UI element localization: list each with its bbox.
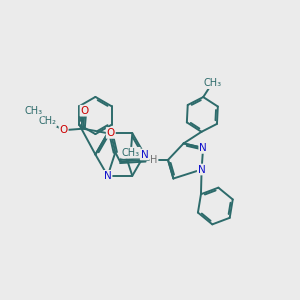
Text: H: H bbox=[150, 155, 158, 165]
Text: N: N bbox=[199, 143, 207, 153]
Text: O: O bbox=[59, 125, 68, 135]
Text: N: N bbox=[141, 149, 148, 160]
Text: CH₂: CH₂ bbox=[38, 116, 56, 126]
Text: O: O bbox=[80, 106, 89, 116]
Text: N: N bbox=[198, 164, 206, 175]
Text: CH₃: CH₃ bbox=[203, 78, 221, 88]
Text: S: S bbox=[122, 147, 128, 158]
Text: O: O bbox=[107, 128, 115, 138]
Text: CH₃: CH₃ bbox=[25, 106, 43, 116]
Text: CH₃: CH₃ bbox=[122, 148, 140, 158]
Text: N: N bbox=[104, 171, 112, 181]
